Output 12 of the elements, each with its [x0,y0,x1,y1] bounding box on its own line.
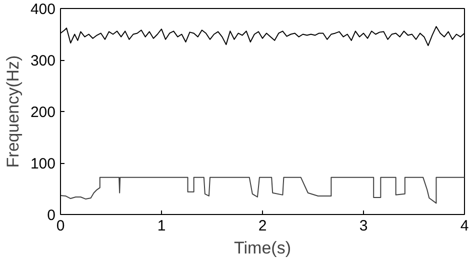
x-tick-label: 1 [157,218,166,234]
x-tick-label: 4 [460,218,469,234]
y-axis-title: Frequency(Hz) [3,55,22,168]
y-tick-label: 100 [30,156,56,172]
y-tick-label: 0 [47,207,56,224]
x-tick-label: 3 [359,218,368,234]
line-series [60,176,464,204]
y-tick-label: 300 [30,52,56,70]
y-tick-label: 400 [30,1,56,18]
y-tick-label: 200 [30,104,56,121]
x-tick-label: 2 [258,218,267,234]
x-axis-title: Time(s) [234,238,291,258]
